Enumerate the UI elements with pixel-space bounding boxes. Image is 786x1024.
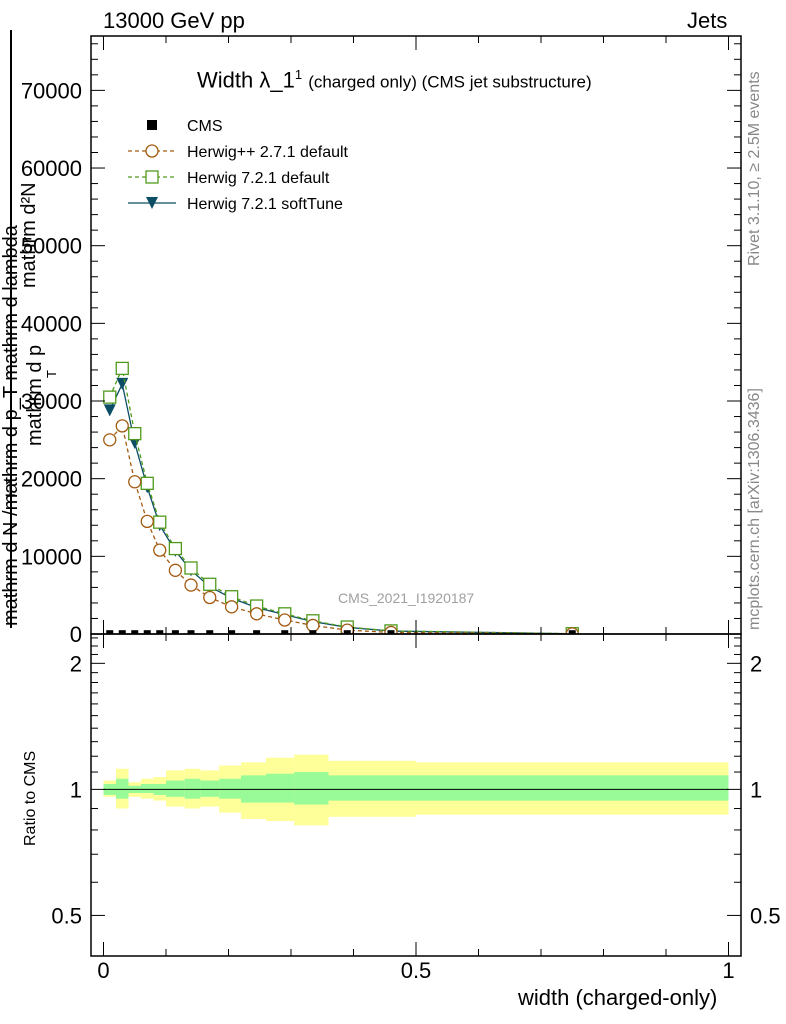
y-tick-label-main: 20000: [21, 467, 82, 492]
ratio-band-inner: [141, 783, 154, 794]
y-tick-label-main: 40000: [21, 311, 82, 336]
data-point-herwig-7-2-1-default: [168, 541, 183, 556]
y-tick-label-main: 50000: [21, 234, 82, 259]
data-point-cms: [143, 630, 151, 634]
legend-marker-cms: [147, 120, 157, 130]
data-point-herwig-2-7-1-default: [249, 607, 264, 621]
data-point-herwig-2-7-1-default: [153, 543, 167, 557]
ratio-band-inner: [116, 778, 129, 799]
data-point-herwig-2-7-1-default: [103, 433, 117, 447]
y-tick-label-ratio: 2: [70, 651, 82, 676]
data-point-cms: [156, 630, 164, 634]
data-point-cms: [343, 630, 351, 634]
legend-label-herwig-2-7-1-default: Herwig++ 2.7.1 default: [187, 144, 349, 161]
ratio-band-inner: [328, 775, 416, 801]
y-tick-label-ratio-right: 0.5: [750, 903, 781, 928]
data-point-cms: [106, 630, 114, 634]
ratio-band-inner: [219, 778, 241, 799]
series-line-herwig-7-2-1-default: [109, 366, 573, 634]
legend-marker-herwig-2-7-1-default: [145, 144, 159, 158]
data-point-cms: [131, 630, 139, 634]
ratio-band-inner: [166, 780, 185, 797]
legend-label-herwig-7-2-1-softtune: Herwig 7.2.1 softTune: [187, 196, 343, 213]
y-axis-label-ratio: Ratio to CMS: [22, 750, 39, 846]
data-point-herwig-7-2-1-default: [184, 561, 198, 575]
data-point-herwig-2-7-1-default: [168, 563, 183, 577]
mcplots-reference-label: mcplots.cern.ch [arXiv:1306.3436]: [746, 388, 763, 630]
data-point-cms: [118, 630, 126, 634]
data-point-herwig-7-2-1-softtune: [103, 404, 116, 417]
data-point-herwig-7-2-1-default: [128, 426, 142, 441]
chart-title-subtitle: (charged only) (CMS jet substructure): [308, 72, 592, 92]
data-point-cms: [206, 630, 214, 634]
legend: CMS Herwig++ 2.7.1 default Herwig 7.2.1 de…: [128, 118, 349, 213]
ratio-band-inner: [200, 780, 220, 797]
y-tick-label-main: 10000: [21, 544, 82, 569]
axis-tick-labels: 0 10000 20000 30000 40000 50000 60000 70000 0.5 0…: [21, 78, 781, 983]
legend-marker-herwig-7-2-1-softtune: [146, 197, 158, 209]
data-point-herwig-7-2-1-default: [115, 361, 129, 376]
y-axis-label-numerator: mathrm d²N: [18, 182, 40, 288]
process-label: Jets: [687, 8, 728, 33]
data-point-herwig-2-7-1-default: [203, 590, 217, 605]
data-point-herwig-2-7-1-default: [184, 578, 198, 592]
chart-title: Width λ_11 (charged only) (CMS jet subst…: [197, 67, 592, 93]
chart-title-main: Width λ_1: [197, 67, 295, 93]
y-tick-label-ratio: 1: [70, 777, 82, 802]
ratio-band-inner: [416, 775, 729, 801]
data-point-cms: [568, 630, 576, 634]
ratio-band-inner: [184, 778, 201, 799]
energy-label: 13000 GeV pp: [103, 8, 245, 33]
y-tick-label-main: 30000: [21, 389, 82, 414]
y-tick-label-ratio-right: 2: [750, 651, 762, 676]
legend-marker-herwig-7-2-1-default: [145, 170, 159, 184]
data-point-herwig-7-2-1-default: [103, 390, 117, 404]
legend-label-cms: CMS: [187, 118, 223, 135]
x-tick-label: 1: [722, 958, 734, 983]
data-point-cms: [228, 630, 236, 634]
ratio-bands: [103, 754, 729, 826]
data-point-herwig-7-2-1-default: [203, 577, 217, 591]
data-point-herwig-2-7-1-default: [224, 600, 239, 614]
axis-ticks: [91, 36, 741, 957]
data-point-cms: [387, 630, 395, 634]
main-series-group: [103, 361, 579, 634]
y-axis-label-denominator: mathrm d p: [24, 344, 46, 446]
data-point-herwig-7-2-1-default: [153, 515, 167, 529]
data-point-cms: [281, 630, 289, 634]
y-tick-label-main: 0: [70, 622, 82, 647]
y-axis-label-subscript: T: [44, 370, 59, 378]
data-point-cms: [309, 630, 317, 634]
data-point-herwig-2-7-1-default: [128, 475, 142, 489]
data-point-herwig-2-7-1-default: [278, 613, 292, 627]
y-tick-label-main: 60000: [21, 156, 82, 181]
data-point-cms: [171, 630, 179, 634]
legend-label-herwig-7-2-1-default: Herwig 7.2.1 default: [187, 170, 330, 187]
ratio-band-inner: [266, 773, 295, 803]
y-tick-label-main: 70000: [21, 78, 82, 103]
data-point-herwig-7-2-1-default: [140, 476, 154, 490]
y-tick-label-ratio-right: 1: [750, 777, 762, 802]
data-point-herwig-2-7-1-default: [115, 419, 129, 433]
x-tick-label: 0.5: [401, 958, 432, 983]
ratio-band-inner: [294, 772, 329, 805]
data-point-herwig-2-7-1-default: [306, 618, 320, 633]
analysis-watermark: CMS_2021_I1920187: [338, 590, 475, 606]
y-tick-label-ratio: 0.5: [51, 903, 82, 928]
data-point-cms: [253, 630, 261, 634]
rivet-version-label: Rivet 3.1.10, ≥ 2.5M events: [746, 71, 763, 266]
x-tick-label: 0: [97, 958, 109, 983]
data-point-cms: [187, 630, 195, 634]
y-axis-label-fraction-bar: [10, 30, 12, 628]
data-point-herwig-2-7-1-default: [140, 514, 154, 529]
x-axis-label: width (charged-only): [518, 985, 718, 1010]
chart-title-superscript: 1: [294, 67, 303, 82]
